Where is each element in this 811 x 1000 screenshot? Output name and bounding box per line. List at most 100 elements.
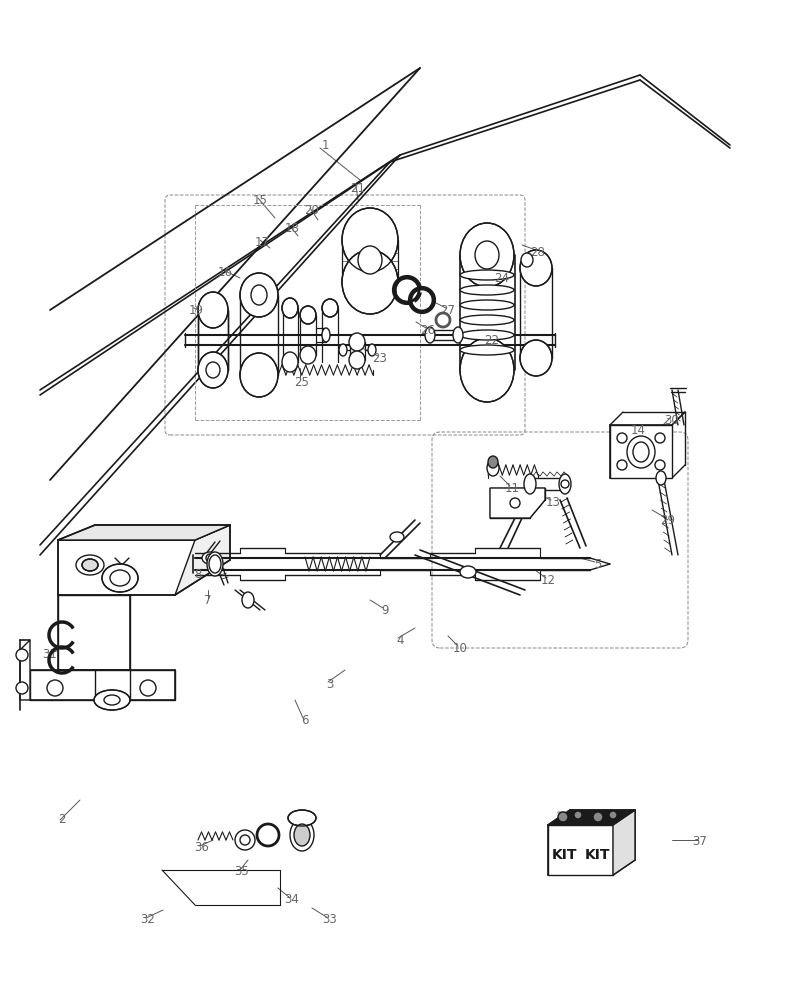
Text: 17: 17 bbox=[254, 235, 269, 248]
Text: 6: 6 bbox=[301, 713, 308, 726]
Ellipse shape bbox=[240, 273, 277, 317]
Ellipse shape bbox=[281, 352, 298, 372]
Ellipse shape bbox=[460, 330, 513, 340]
Text: 23: 23 bbox=[372, 352, 387, 364]
Polygon shape bbox=[58, 525, 230, 540]
Text: 32: 32 bbox=[140, 913, 155, 926]
Polygon shape bbox=[547, 825, 612, 875]
Polygon shape bbox=[58, 595, 130, 670]
Text: 3: 3 bbox=[326, 678, 333, 692]
Text: 20: 20 bbox=[304, 204, 319, 217]
Text: 33: 33 bbox=[322, 913, 337, 926]
Ellipse shape bbox=[460, 345, 513, 355]
Polygon shape bbox=[175, 525, 230, 595]
Ellipse shape bbox=[322, 299, 337, 317]
Ellipse shape bbox=[294, 824, 310, 846]
Text: 24: 24 bbox=[494, 271, 508, 284]
Text: 29: 29 bbox=[659, 514, 675, 526]
Text: 10: 10 bbox=[452, 642, 467, 654]
Polygon shape bbox=[20, 640, 30, 700]
Ellipse shape bbox=[460, 223, 513, 287]
Ellipse shape bbox=[519, 340, 551, 376]
Ellipse shape bbox=[322, 328, 329, 342]
Polygon shape bbox=[58, 540, 195, 595]
Ellipse shape bbox=[198, 352, 228, 388]
Circle shape bbox=[573, 811, 581, 819]
Text: 16: 16 bbox=[217, 265, 232, 278]
Text: 14: 14 bbox=[629, 424, 645, 436]
Circle shape bbox=[139, 680, 156, 696]
Circle shape bbox=[16, 649, 28, 661]
Text: 9: 9 bbox=[381, 603, 388, 616]
Text: 5: 5 bbox=[594, 558, 601, 572]
Ellipse shape bbox=[102, 564, 138, 592]
Ellipse shape bbox=[208, 555, 221, 573]
Ellipse shape bbox=[202, 552, 217, 564]
Polygon shape bbox=[547, 810, 634, 825]
Ellipse shape bbox=[341, 250, 397, 314]
Ellipse shape bbox=[198, 292, 228, 328]
Ellipse shape bbox=[367, 344, 375, 356]
Text: 13: 13 bbox=[545, 495, 560, 508]
Ellipse shape bbox=[389, 532, 404, 542]
Ellipse shape bbox=[299, 306, 315, 324]
Text: 31: 31 bbox=[42, 648, 58, 662]
Ellipse shape bbox=[460, 315, 513, 325]
Circle shape bbox=[234, 830, 255, 850]
Circle shape bbox=[206, 554, 214, 562]
Ellipse shape bbox=[519, 250, 551, 286]
Ellipse shape bbox=[341, 208, 397, 272]
Ellipse shape bbox=[460, 566, 475, 578]
Ellipse shape bbox=[104, 695, 120, 705]
Ellipse shape bbox=[76, 555, 104, 575]
Circle shape bbox=[557, 812, 568, 822]
Text: 18: 18 bbox=[284, 222, 299, 235]
Circle shape bbox=[560, 480, 569, 488]
Ellipse shape bbox=[487, 460, 499, 476]
Text: 27: 27 bbox=[440, 304, 455, 316]
Text: 37: 37 bbox=[692, 835, 706, 848]
Ellipse shape bbox=[474, 241, 499, 269]
Text: 4: 4 bbox=[396, 634, 403, 646]
Ellipse shape bbox=[558, 474, 570, 494]
Circle shape bbox=[608, 811, 616, 819]
Ellipse shape bbox=[207, 552, 223, 576]
Text: 8: 8 bbox=[194, 568, 201, 582]
Ellipse shape bbox=[290, 819, 314, 851]
Ellipse shape bbox=[424, 327, 435, 343]
Text: 28: 28 bbox=[530, 245, 545, 258]
Ellipse shape bbox=[633, 442, 648, 462]
Circle shape bbox=[654, 433, 664, 443]
Ellipse shape bbox=[288, 810, 315, 826]
Polygon shape bbox=[612, 810, 634, 875]
Text: 12: 12 bbox=[540, 574, 555, 586]
Circle shape bbox=[16, 682, 28, 694]
Text: 36: 36 bbox=[195, 841, 209, 854]
Ellipse shape bbox=[453, 327, 462, 343]
Text: 21: 21 bbox=[350, 182, 365, 195]
Text: 11: 11 bbox=[504, 482, 519, 494]
Circle shape bbox=[654, 460, 664, 470]
Ellipse shape bbox=[487, 456, 497, 468]
Ellipse shape bbox=[349, 351, 365, 369]
Ellipse shape bbox=[349, 333, 365, 351]
Ellipse shape bbox=[251, 285, 267, 305]
Ellipse shape bbox=[523, 474, 535, 494]
Circle shape bbox=[240, 835, 250, 845]
Text: 19: 19 bbox=[188, 304, 204, 316]
Ellipse shape bbox=[460, 285, 513, 295]
Circle shape bbox=[592, 812, 603, 822]
Circle shape bbox=[47, 680, 63, 696]
Circle shape bbox=[616, 433, 626, 443]
Circle shape bbox=[616, 460, 626, 470]
Text: 22: 22 bbox=[484, 334, 499, 347]
Ellipse shape bbox=[94, 690, 130, 710]
Text: KIT: KIT bbox=[585, 848, 610, 862]
Text: 25: 25 bbox=[294, 375, 309, 388]
Ellipse shape bbox=[460, 300, 513, 310]
Polygon shape bbox=[30, 670, 175, 700]
Ellipse shape bbox=[82, 559, 98, 571]
Ellipse shape bbox=[299, 346, 315, 364]
Ellipse shape bbox=[242, 592, 254, 608]
Circle shape bbox=[509, 498, 519, 508]
